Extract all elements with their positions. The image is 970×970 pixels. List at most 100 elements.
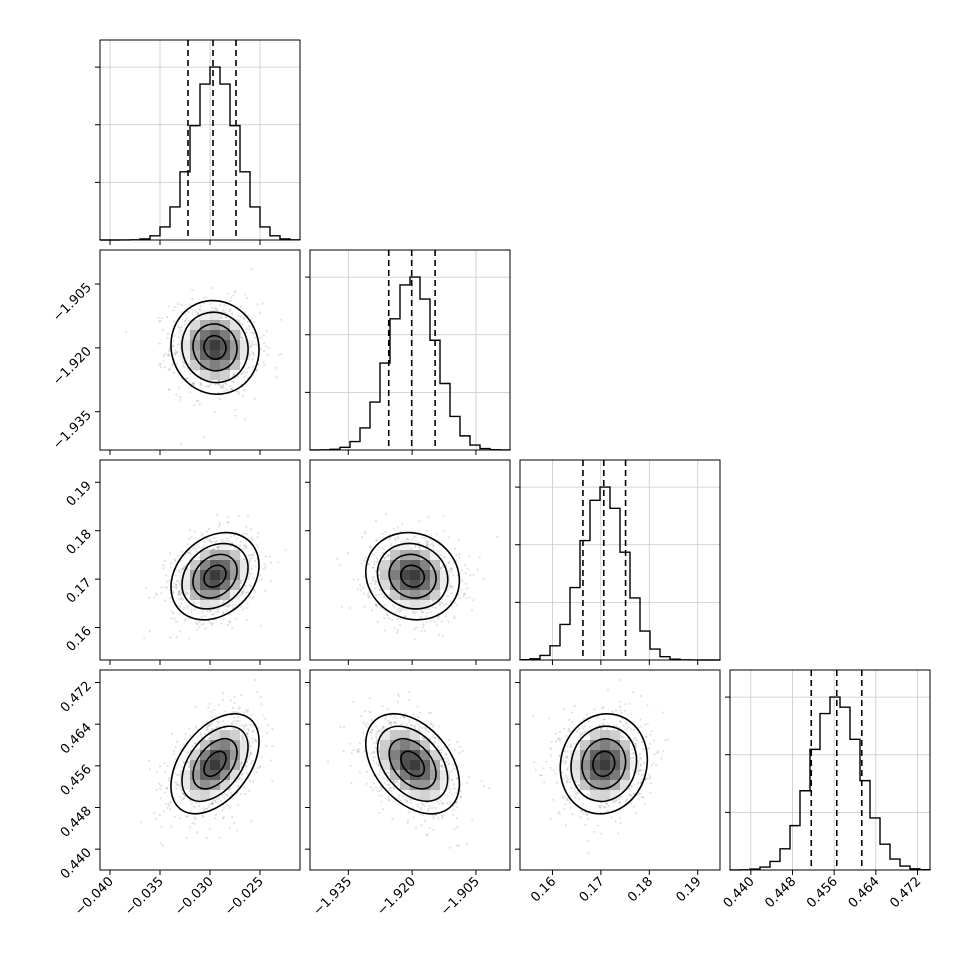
sample-point [167,354,170,357]
sample-point [349,742,352,746]
contour-line [170,299,260,396]
sample-point [426,545,429,548]
sample-point [234,617,237,620]
density-cell [210,590,220,600]
sample-point [362,575,365,578]
sample-point [148,596,151,599]
sample-point [368,710,371,713]
contour-line [203,564,227,588]
sample-point [448,739,451,742]
sample-point [375,738,378,741]
sample-point [157,320,161,323]
sample-point [192,600,195,604]
sample-point [362,592,366,595]
sample-point [168,389,171,392]
sample-point [348,606,351,610]
sample-point [211,306,214,309]
sample-point [173,334,176,337]
sample-point [189,553,192,556]
sample-point [153,596,156,599]
sample-point [239,540,242,543]
sample-point [232,373,235,376]
sample-point [424,726,427,730]
sample-point [243,371,246,374]
sample-point [199,732,202,735]
sample-point [218,720,221,723]
sample-point [425,530,429,533]
sample-point [350,752,353,755]
sample-point [206,610,209,613]
sample-point [256,536,259,539]
sample-point [186,604,189,607]
sample-point [229,387,233,391]
sample-point [182,760,185,764]
sample-point [176,343,180,346]
density-cell [190,360,200,370]
sample-point [184,590,187,593]
sample-point [184,737,187,740]
sample-point [160,586,163,589]
sample-point [194,310,198,314]
sample-point [186,815,189,818]
sample-point [620,711,623,715]
sample-point [193,384,196,387]
sample-point [374,602,377,606]
sample-point [220,317,223,320]
sample-point [371,718,374,721]
sample-point [206,727,209,730]
sample-point [456,844,459,847]
sample-point [218,545,221,548]
sample-point [221,384,224,387]
density-cell [230,340,240,350]
sample-point [270,561,273,564]
sample-point [202,622,205,626]
sample-point [431,725,435,728]
sample-point [175,783,178,786]
sample-point [199,384,202,387]
sample-point [228,310,231,313]
sample-point [380,800,383,803]
sample-point [241,548,244,551]
sample-point [618,678,621,682]
sample-point [251,556,254,559]
histogram-step [309,276,511,451]
sample-point [221,720,225,723]
sample-point [419,615,422,618]
sample-point [271,745,274,748]
sample-point [222,699,225,702]
sample-point [172,591,176,594]
sample-point [198,620,201,623]
sample-point [387,796,390,799]
sample-point [375,538,378,542]
sample-point [460,569,463,572]
sample-point [262,714,265,717]
sample-point [264,345,267,348]
sample-point [465,781,469,784]
sample-point [443,556,446,559]
sample-point [178,590,181,593]
sample-point [257,546,260,549]
sample-point [369,786,372,789]
sample-point [364,530,367,533]
sample-point [449,600,453,603]
sample-point [250,567,253,571]
sample-point [226,537,229,540]
sample-point [181,766,184,769]
sample-point [243,389,246,392]
sample-point [175,787,178,790]
sample-point [253,589,256,592]
sample-point [171,344,175,347]
sample-point [363,750,366,753]
sample-point [253,336,256,339]
sample-point [215,513,219,517]
sample-point [241,590,244,593]
sample-point [228,806,231,809]
sample-point [186,606,189,610]
histogram-step [729,696,931,871]
density-cell [200,320,210,330]
density-cell [200,370,210,380]
sample-point [177,590,180,593]
sample-point [427,712,430,715]
panel-frame [519,459,721,661]
panel-frame [729,669,931,871]
